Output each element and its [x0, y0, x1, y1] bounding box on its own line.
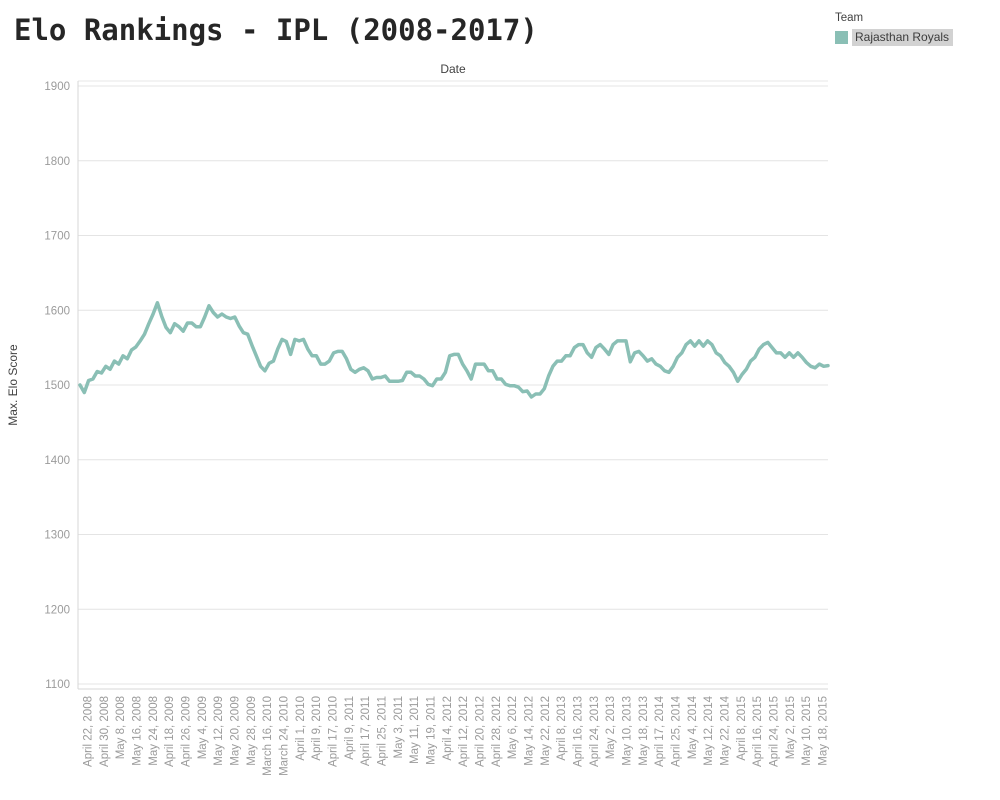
x-tick-label: May 2, 2013 — [605, 696, 617, 759]
x-tick-label: April 16, 2015 — [752, 696, 764, 767]
x-axis-title: Date — [440, 62, 466, 76]
x-tick-label: April 9, 2011 — [344, 696, 356, 760]
x-tick-label: April 8, 2015 — [736, 696, 748, 761]
x-tick-label: May 19, 2011 — [426, 696, 438, 765]
x-tick-label: May 11, 2011 — [409, 696, 421, 764]
y-tick-label: 1600 — [44, 305, 70, 317]
elo-line-rajasthan-royals[interactable] — [78, 301, 830, 399]
x-tick-label: May 3, 2011 — [393, 696, 405, 758]
x-tick-label: April 16, 2013 — [573, 696, 585, 767]
x-tick-label: May 24, 2008 — [148, 696, 160, 766]
x-tick-label: March 24, 2010 — [279, 696, 291, 776]
x-tick-label: April 12, 2012 — [458, 696, 470, 767]
legend-title: Team — [835, 12, 864, 24]
x-tick-label: May 10, 2015 — [801, 696, 813, 766]
y-tick-label: 1300 — [44, 530, 70, 542]
legend-item-label: Rajasthan Royals — [852, 29, 954, 46]
x-tick-label: April 30, 2008 — [99, 696, 111, 767]
legend-color-swatch[interactable] — [835, 31, 848, 44]
y-tick-label: 1900 — [44, 81, 70, 93]
x-tick-label: May 2, 2015 — [785, 696, 797, 759]
x-tick-label: May 28, 2009 — [246, 696, 258, 766]
x-tick-label: May 16, 2008 — [132, 696, 144, 766]
y-tick-label: 1400 — [44, 455, 70, 467]
x-tick-label: April 24, 2013 — [589, 696, 601, 767]
x-tick-label: May 22, 2014 — [720, 695, 732, 765]
x-tick-label: April 22, 2008 — [83, 696, 95, 767]
x-tick-label: April 17, 2010 — [328, 696, 340, 767]
y-tick-label: 1100 — [45, 679, 70, 691]
x-tick-label: May 4, 2009 — [197, 696, 209, 759]
x-tick-label: April 25, 2011 — [377, 696, 389, 766]
x-tick-label: April 18, 2009 — [164, 696, 176, 767]
x-tick-label: May 6, 2012 — [507, 696, 519, 759]
x-tick-label: April 17, 2011 — [360, 696, 372, 766]
x-tick-label: May 4, 2014 — [687, 695, 699, 759]
x-tick-label: March 16, 2010 — [262, 696, 274, 776]
x-tick-label: May 22, 2012 — [540, 696, 552, 766]
y-tick-label: 1500 — [44, 380, 70, 392]
x-tick-label: April 26, 2009 — [181, 696, 193, 767]
x-tick-label: April 28, 2012 — [491, 696, 503, 767]
x-tick-label: April 1, 2010 — [295, 696, 307, 761]
x-tick-label: April 8, 2013 — [556, 696, 568, 761]
x-tick-label: May 8, 2008 — [115, 696, 127, 759]
x-tick-label: May 12, 2009 — [213, 696, 225, 766]
x-tick-label: May 18, 2013 — [638, 696, 650, 766]
x-tick-label: April 17, 2014 — [654, 695, 666, 767]
x-tick-label: April 24, 2015 — [769, 696, 781, 767]
x-tick-label: May 14, 2012 — [524, 696, 536, 766]
y-tick-label: 1800 — [44, 156, 70, 168]
y-tick-label: 1700 — [44, 231, 70, 243]
x-tick-label: April 9, 2010 — [311, 696, 323, 761]
legend-item-rajasthan-royals[interactable]: Rajasthan Royals — [835, 29, 995, 46]
x-tick-label: May 20, 2009 — [230, 696, 242, 766]
x-tick-label: April 25, 2014 — [671, 695, 683, 767]
y-tick-label: 1200 — [44, 604, 70, 616]
x-tick-label: May 12, 2014 — [703, 695, 715, 765]
x-tick-label: April 4, 2012 — [442, 696, 454, 761]
x-tick-label: May 10, 2013 — [622, 696, 634, 766]
chart-title: Elo Rankings - IPL (2008-2017) — [14, 13, 538, 47]
legend: Team Rajasthan Royals — [835, 12, 995, 46]
x-tick-label: May 18, 2015 — [818, 696, 830, 766]
x-tick-label: April 20, 2012 — [475, 696, 487, 767]
